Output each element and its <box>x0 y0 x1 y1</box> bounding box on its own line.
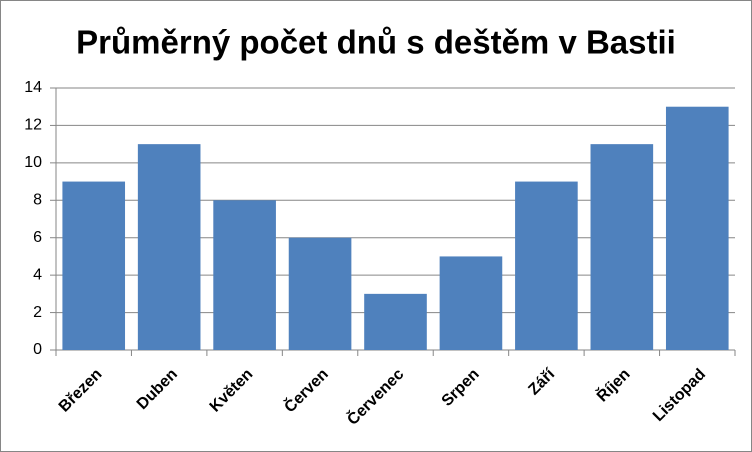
y-tick-label: 14 <box>24 79 42 96</box>
y-tick-label: 8 <box>33 192 42 209</box>
y-tick-label: 4 <box>33 266 42 283</box>
y-tick-label: 2 <box>33 304 42 321</box>
bar <box>213 200 276 350</box>
bar <box>62 181 126 350</box>
y-tick-label: 12 <box>24 117 42 134</box>
bar <box>364 293 427 350</box>
bar <box>439 256 503 350</box>
y-tick-label: 0 <box>33 341 42 358</box>
y-tick-label: 6 <box>33 229 42 246</box>
bar <box>515 181 578 350</box>
bar <box>137 144 201 350</box>
bar <box>288 237 352 350</box>
y-tick-label: 10 <box>24 154 42 171</box>
bar <box>665 106 729 350</box>
bar <box>590 144 654 350</box>
chart-title: Průměrný počet dnů s deštěm v Bastii <box>76 24 676 61</box>
